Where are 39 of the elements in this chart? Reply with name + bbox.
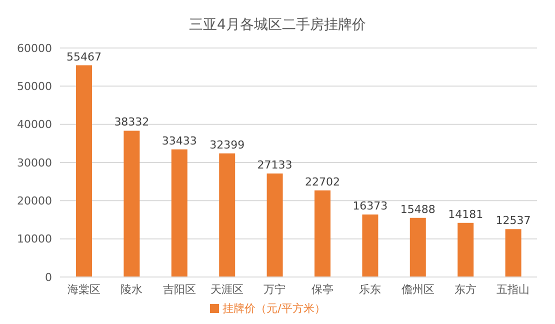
bar xyxy=(314,190,330,277)
y-tick-label: 60000 xyxy=(17,42,52,55)
chart-title: 三亚4月各城区二手房挂牌价 xyxy=(188,16,367,35)
y-tick-label: 10000 xyxy=(17,232,52,246)
bar xyxy=(362,214,378,277)
data-label: 12537 xyxy=(496,214,531,228)
x-tick-label: 保亭 xyxy=(311,282,334,296)
y-tick-label: 30000 xyxy=(17,156,52,170)
x-tick-label: 东方 xyxy=(454,282,476,296)
data-label: 38332 xyxy=(114,116,150,129)
bar xyxy=(124,130,140,277)
data-label: 15488 xyxy=(400,202,436,216)
x-tick-label: 五指山 xyxy=(496,282,530,296)
y-tick-label: 50000 xyxy=(17,80,52,94)
x-tick-label: 乐东 xyxy=(359,282,382,296)
y-tick-label: 20000 xyxy=(17,194,52,208)
bar xyxy=(171,149,188,277)
data-label: 16373 xyxy=(352,200,388,213)
y-tick-label: 0 xyxy=(45,270,52,284)
x-tick-label: 吉阳区 xyxy=(162,282,196,296)
x-tick-label: 万宁 xyxy=(264,282,286,296)
x-tick-label: 天涯区 xyxy=(210,282,244,296)
legend-label: 挂牌价（元/平方米） xyxy=(222,302,326,315)
bar xyxy=(458,222,474,277)
bar xyxy=(219,153,236,277)
x-tick-label: 海棠区 xyxy=(67,282,100,296)
x-tick-label: 儋州区 xyxy=(401,282,434,296)
data-label: 55467 xyxy=(66,50,102,64)
data-label: 14181 xyxy=(448,208,484,221)
data-label: 22702 xyxy=(305,175,340,188)
data-label: 27133 xyxy=(257,158,292,172)
bar xyxy=(76,65,92,277)
x-tick-label: 陵水 xyxy=(120,282,143,296)
data-label: 33433 xyxy=(162,134,197,148)
bar xyxy=(410,218,426,277)
data-label: 32399 xyxy=(210,138,245,152)
y-tick-label: 40000 xyxy=(17,118,52,132)
bar xyxy=(266,173,283,277)
bar xyxy=(505,229,522,277)
